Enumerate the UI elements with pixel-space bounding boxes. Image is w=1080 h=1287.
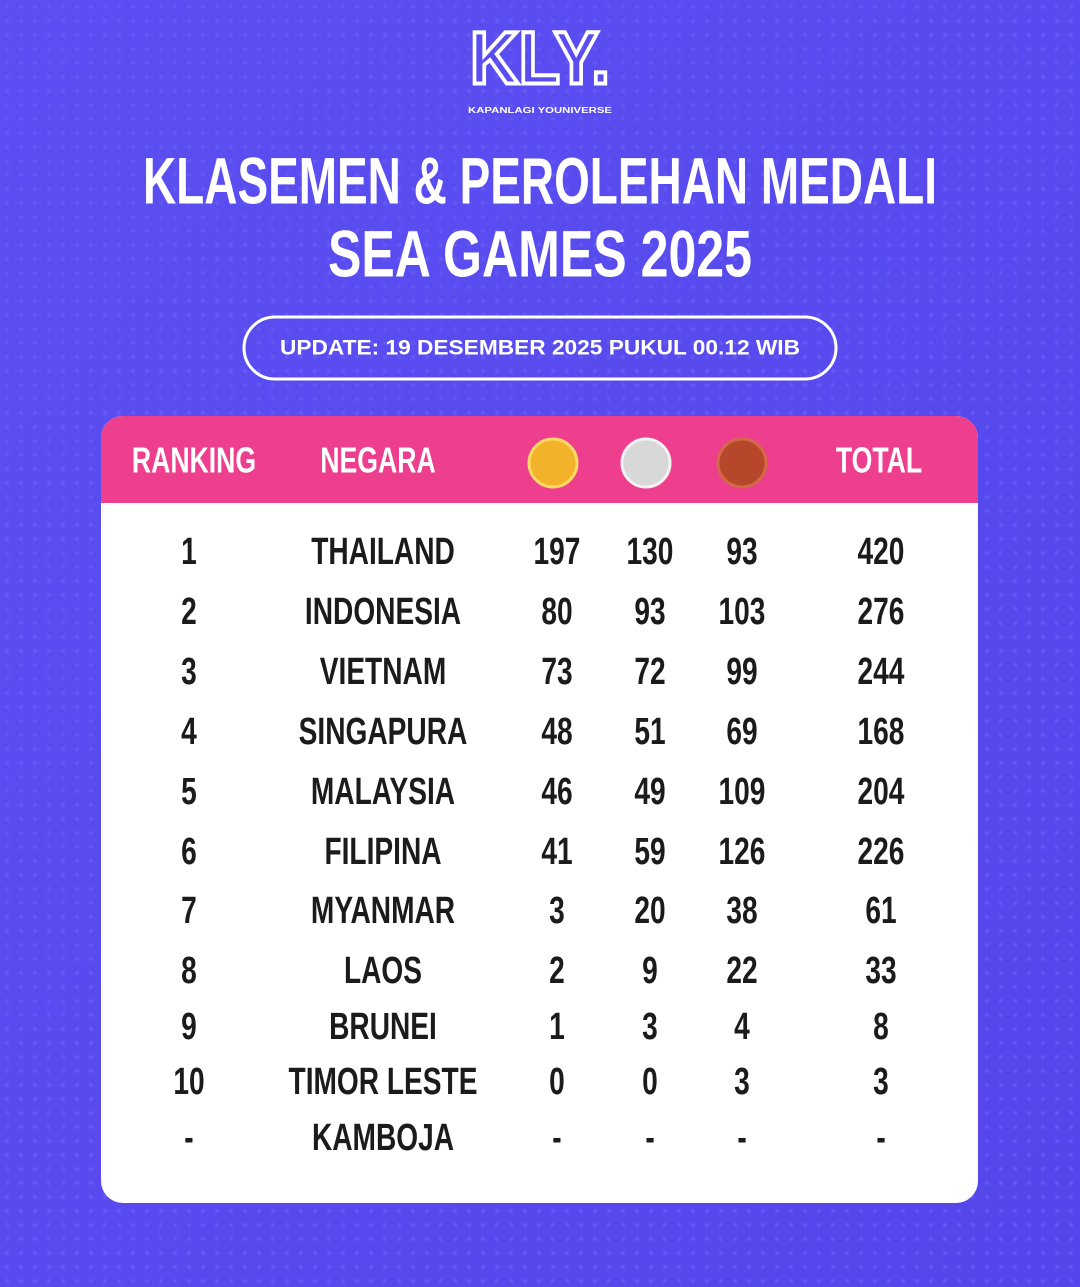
gold-cell: 46 bbox=[541, 771, 572, 813]
country-cell: BRUNEI bbox=[329, 1006, 437, 1048]
country-cell: KAMBOJA bbox=[312, 1117, 454, 1159]
gold-cell: - bbox=[552, 1117, 561, 1159]
update-text: UPDATE: 19 DESEMBER 2025 PUKUL 00.12 WIB bbox=[280, 337, 800, 360]
bronze-cell: 3 bbox=[734, 1061, 750, 1103]
silver-cell: 93 bbox=[634, 591, 665, 633]
bronze-cell: 99 bbox=[726, 651, 757, 693]
rank-cell: 5 bbox=[181, 771, 197, 813]
total-cell: 226 bbox=[858, 831, 905, 873]
total-cell: 420 bbox=[858, 531, 905, 573]
bronze-cell: - bbox=[737, 1117, 746, 1159]
bronze-cell: 126 bbox=[719, 831, 766, 873]
total-cell: 204 bbox=[858, 771, 905, 813]
silver-cell: 49 bbox=[634, 771, 665, 813]
gold-cell: 1 bbox=[549, 1006, 565, 1048]
header-cell: TOTAL bbox=[836, 440, 922, 481]
country-cell: MYANMAR bbox=[311, 890, 455, 932]
total-cell: 8 bbox=[873, 1006, 889, 1048]
rank-cell: 6 bbox=[181, 831, 197, 873]
total-cell: 33 bbox=[865, 950, 896, 992]
gold-cell: 3 bbox=[549, 890, 565, 932]
country-cell: INDONESIA bbox=[305, 591, 461, 633]
country-cell: TIMOR LESTE bbox=[289, 1061, 478, 1103]
bronze-cell: 4 bbox=[734, 1006, 750, 1048]
rank-cell: 8 bbox=[181, 950, 197, 992]
country-cell: VIETNAM bbox=[320, 651, 446, 693]
rank-cell: 4 bbox=[181, 711, 197, 753]
rank-cell: - bbox=[184, 1117, 193, 1159]
gold-cell: 80 bbox=[541, 591, 572, 633]
total-cell: 61 bbox=[865, 890, 896, 932]
header-cell: NEGARA bbox=[320, 440, 436, 481]
country-cell: SINGAPURA bbox=[299, 711, 468, 753]
silver-medal-icon bbox=[620, 437, 672, 489]
bronze-cell: 109 bbox=[719, 771, 766, 813]
title-line: SEA GAMES 2025 bbox=[328, 216, 752, 290]
table-card bbox=[101, 416, 978, 1203]
header-cell: RANKING bbox=[132, 440, 256, 481]
silver-cell: 51 bbox=[634, 711, 665, 753]
gold-cell: 2 bbox=[549, 950, 565, 992]
rank-cell: 10 bbox=[173, 1061, 204, 1103]
silver-cell: 3 bbox=[642, 1006, 658, 1048]
silver-cell: 130 bbox=[627, 531, 674, 573]
rank-cell: 7 bbox=[181, 890, 197, 932]
total-cell: 3 bbox=[873, 1061, 889, 1103]
silver-cell: 59 bbox=[634, 831, 665, 873]
rank-cell: 1 bbox=[181, 531, 197, 573]
country-cell: FILIPINA bbox=[324, 831, 441, 873]
title-line: KLASEMEN & PEROLEHAN MEDALI bbox=[143, 143, 937, 217]
rank-cell: 9 bbox=[181, 1006, 197, 1048]
silver-cell: 9 bbox=[642, 950, 658, 992]
logo-tagline: KAPANLAGI YOUNIVERSE bbox=[468, 106, 613, 115]
rank-cell: 2 bbox=[181, 591, 197, 633]
gold-medal-icon bbox=[527, 437, 579, 489]
total-cell: 276 bbox=[858, 591, 905, 633]
gold-cell: 48 bbox=[541, 711, 572, 753]
country-cell: LAOS bbox=[344, 950, 422, 992]
bronze-medal-icon bbox=[716, 437, 768, 489]
country-cell: THAILAND bbox=[311, 531, 455, 573]
bronze-cell: 38 bbox=[726, 890, 757, 932]
gold-cell: 41 bbox=[541, 831, 572, 873]
update-pill bbox=[242, 315, 838, 381]
gold-cell: 73 bbox=[541, 651, 572, 693]
total-cell: 244 bbox=[858, 651, 905, 693]
logo: KLY. bbox=[470, 17, 610, 100]
gold-cell: 197 bbox=[534, 531, 581, 573]
bronze-cell: 69 bbox=[726, 711, 757, 753]
bronze-cell: 93 bbox=[726, 531, 757, 573]
bronze-cell: 103 bbox=[719, 591, 766, 633]
rank-cell: 3 bbox=[181, 651, 197, 693]
bronze-cell: 22 bbox=[726, 950, 757, 992]
silver-cell: 20 bbox=[634, 890, 665, 932]
gold-cell: 0 bbox=[549, 1061, 565, 1103]
silver-cell: 72 bbox=[634, 651, 665, 693]
total-cell: 168 bbox=[858, 711, 905, 753]
silver-cell: - bbox=[645, 1117, 654, 1159]
total-cell: - bbox=[876, 1117, 885, 1159]
silver-cell: 0 bbox=[642, 1061, 658, 1103]
country-cell: MALAYSIA bbox=[311, 771, 455, 813]
